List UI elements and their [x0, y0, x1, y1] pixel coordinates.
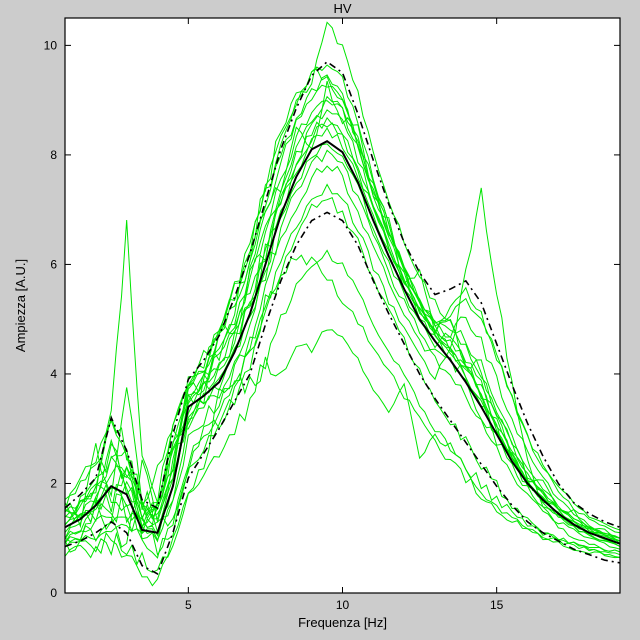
ytick-label: 10	[44, 38, 58, 52]
chart-container: 5 10 15 0 2 4 6 8 10 Frequenza [Hz] Ampiezza [A.U.…	[0, 0, 640, 640]
ytick-label: 0	[50, 586, 57, 600]
xtick-label: 15	[490, 598, 504, 612]
xlabel: Frequenza [Hz]	[298, 615, 387, 630]
ytick-label: 8	[50, 148, 57, 162]
xtick-label: 10	[336, 598, 350, 612]
ytick-label: 4	[50, 367, 57, 381]
chart-svg: 5 10 15 0 2 4 6 8 10 Frequenza [Hz] Ampiezza [A.U.…	[0, 0, 640, 640]
ytick-label: 2	[50, 476, 57, 490]
ylabel: Ampiezza [A.U.]	[13, 259, 28, 352]
ytick-label: 6	[50, 257, 57, 271]
xtick-label: 5	[185, 598, 192, 612]
title: HV	[333, 1, 351, 16]
